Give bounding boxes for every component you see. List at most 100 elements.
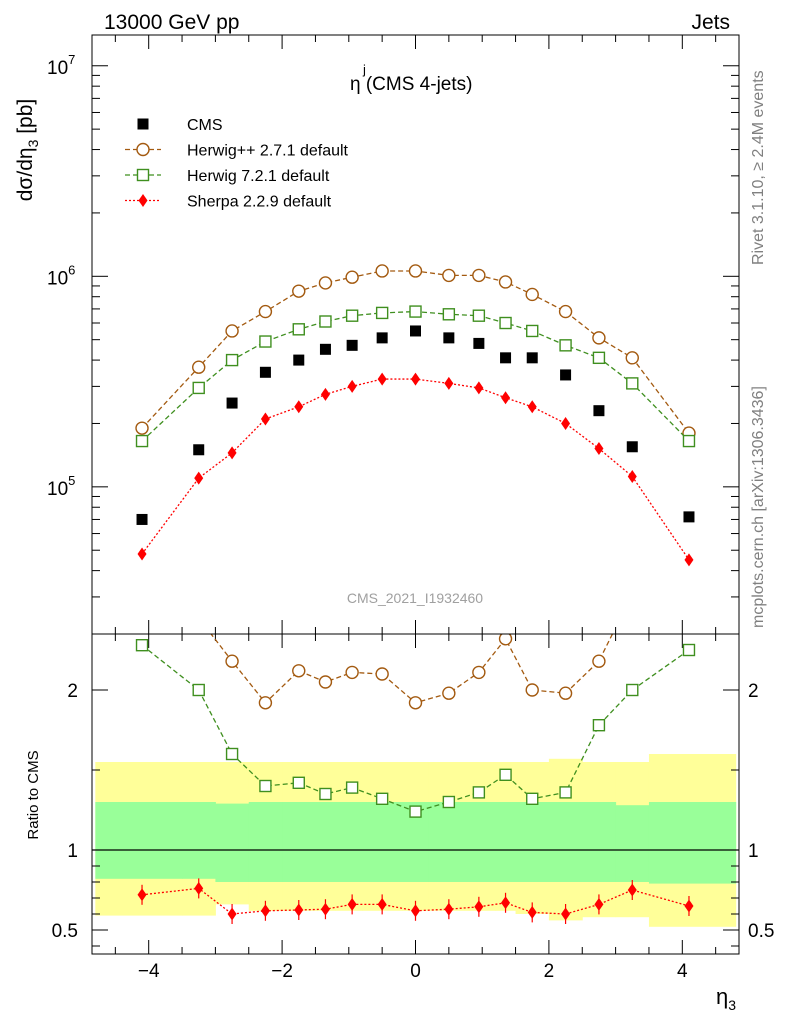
main-data-point	[225, 324, 239, 338]
main-series-2	[135, 305, 696, 448]
ratio-band-green	[215, 803, 250, 882]
ratio-data-point	[318, 675, 333, 689]
main-data-point	[558, 304, 573, 319]
legend-marker	[136, 168, 150, 182]
main-data-point	[258, 304, 273, 319]
ratio-y-axis-label: Ratio to CMS	[25, 750, 42, 839]
main-data-point	[226, 397, 238, 409]
x-tick-label: −4	[138, 961, 160, 982]
ratio-content	[92, 572, 739, 927]
main-data-point	[294, 400, 304, 414]
ratio-band-green	[248, 802, 283, 882]
ratio-data-point	[682, 643, 696, 657]
ratio-data-point	[292, 664, 306, 678]
ratio-band-green	[648, 802, 737, 884]
main-data-point	[192, 360, 206, 374]
ratio-band-green	[615, 805, 650, 882]
main-data-point	[377, 372, 387, 386]
main-data-point	[136, 513, 148, 525]
ratio-band-green	[468, 802, 497, 882]
main-data-point	[472, 309, 486, 322]
ratio-data-point	[442, 795, 456, 809]
main-data-point	[561, 416, 571, 430]
ratio-data-point	[472, 786, 486, 799]
main-data-point	[498, 275, 513, 289]
main-data-point	[411, 372, 420, 386]
main-data-point	[592, 351, 606, 365]
ratio-data-point	[558, 686, 573, 700]
ratio-band-green	[582, 802, 617, 882]
ratio-data-point	[225, 654, 239, 668]
ratio-data-point	[225, 747, 239, 761]
legend: CMS Herwig++ 2.7.1 default Herwig 7.2.1 de…	[125, 117, 349, 211]
x-tick-label: 2	[544, 961, 555, 982]
main-data-point	[318, 276, 333, 290]
main-data-point	[259, 366, 271, 378]
ratio-band-green	[495, 802, 517, 882]
main-data-point	[345, 270, 359, 284]
main-data-point	[260, 412, 270, 426]
main-data-point	[593, 405, 605, 417]
legend-entry-0: CMS	[137, 117, 223, 134]
main-data-point	[682, 434, 696, 448]
ratio-data-point	[375, 792, 389, 805]
main-data-point	[375, 264, 389, 278]
ratio-data-point	[526, 792, 539, 805]
ratio-data-point	[474, 900, 484, 914]
ratio-series-2	[137, 878, 694, 924]
ratio-band-green	[95, 802, 183, 879]
main-data-point	[346, 339, 358, 351]
ratio-data-point	[193, 612, 205, 624]
ratio-band-green	[548, 802, 583, 882]
x-tick-label: −2	[271, 961, 293, 982]
ratio-data-point	[137, 888, 147, 902]
main-data-point	[443, 332, 455, 344]
main-data-point	[559, 339, 572, 352]
main-data-point	[526, 352, 538, 364]
ratio-data-point	[501, 896, 511, 910]
ratio-data-point	[442, 686, 456, 700]
ratio-y-tick-label-left: 0.5	[52, 921, 78, 942]
main-y-tick-label: 105	[47, 473, 75, 500]
ratio-data-point	[194, 881, 204, 895]
analysis-watermark: CMS_2021_I1932460	[347, 590, 483, 606]
ratio-data-point	[377, 897, 387, 911]
ratio-data-point	[626, 588, 638, 600]
main-plot-title-superscript: j	[362, 62, 366, 77]
main-data-point	[408, 264, 423, 278]
main-data-point	[526, 324, 539, 338]
main-data-point	[225, 353, 239, 367]
x-tick-label: 4	[677, 961, 688, 982]
legend-label: Herwig++ 2.7.1 default	[187, 143, 349, 160]
main-data-point	[319, 343, 331, 355]
ratio-data-point	[136, 572, 148, 584]
ratio-y-tick-label-right: 0.5	[748, 921, 774, 942]
ratio-data-point	[345, 781, 359, 794]
legend-entry-1: Herwig++ 2.7.1 default	[125, 143, 349, 160]
main-series-1	[135, 264, 696, 440]
ratio-data-point	[525, 683, 539, 697]
ratio-band-green	[182, 802, 216, 879]
main-data-point	[525, 287, 539, 302]
main-data-point	[626, 441, 638, 453]
x-tick-label: 0	[410, 961, 421, 982]
ratio-y-tick-label-right: 1	[748, 841, 759, 862]
main-data-point	[442, 268, 456, 283]
legend-label: Herwig 7.2.1 default	[187, 168, 330, 185]
main-data-point	[683, 511, 695, 523]
ratio-data-point	[684, 899, 694, 913]
ratio-data-point	[472, 665, 486, 680]
ratio-data-point	[294, 903, 304, 917]
main-data-point	[135, 434, 149, 448]
ratio-data-point	[444, 902, 454, 916]
ratio-data-point	[319, 787, 332, 801]
main-data-point	[137, 547, 147, 561]
ratio-data-point	[626, 683, 639, 697]
ratio-series-1	[135, 639, 696, 818]
main-data-point	[625, 351, 639, 365]
ratio-series-0	[136, 572, 638, 710]
legend-label: CMS	[187, 117, 223, 134]
ratio-data-point	[227, 907, 237, 921]
main-plot-title: η (CMS 4-jets)	[350, 74, 472, 95]
main-data-point	[474, 381, 484, 395]
